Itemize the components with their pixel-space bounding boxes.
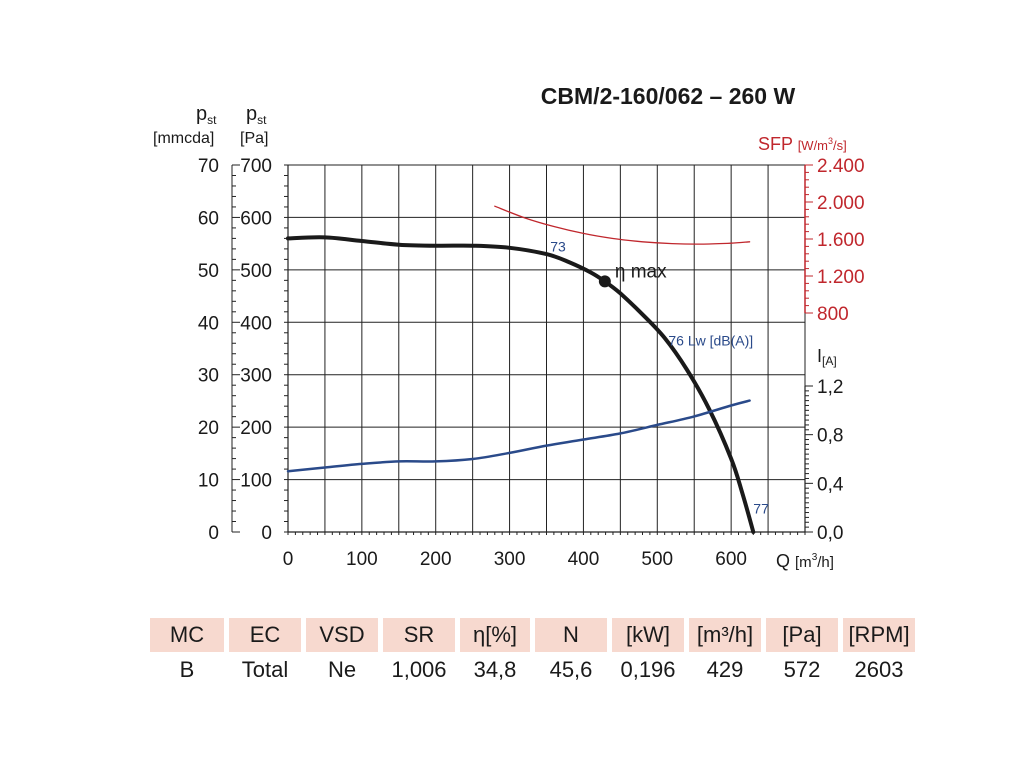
pa-tick-label: 100 <box>240 471 272 492</box>
sfp-tick-label: 1.600 <box>817 230 865 251</box>
mmcda-tick-label: 20 <box>198 418 219 439</box>
spec-value-cell: 2603 <box>854 657 904 682</box>
spec-value-cell: 1,006 <box>391 657 447 682</box>
sfp-curve <box>494 205 751 245</box>
spec-value-cell: 0,196 <box>620 657 676 682</box>
spec-header-cell: [m³/h] <box>689 618 761 652</box>
spec-header-cell: [Pa] <box>766 618 838 652</box>
spec-header-cell: [kW] <box>612 618 684 652</box>
sound-level-label: 76 Lw [dB(A)] <box>668 333 753 349</box>
spec-value-cell: 572 <box>783 657 821 682</box>
x-tick-label: 200 <box>420 549 452 570</box>
pa-axis-title: pst <box>246 103 267 127</box>
spec-header-cell: η[%] <box>460 618 530 652</box>
spec-header-cell: N <box>535 618 607 652</box>
spec-value-row: B Total Ne 1,006 34,8 45,6 0,196 429 572 2603 <box>150 652 915 688</box>
spec-header-cell: [RPM] <box>843 618 915 652</box>
current-tick-label: 1,2 <box>817 377 843 398</box>
spec-header-cell: SR <box>383 618 455 652</box>
axes <box>231 164 813 535</box>
spec-header-cell: VSD <box>306 618 378 652</box>
mmcda-tick-label: 70 <box>198 156 219 177</box>
x-tick-label: 600 <box>715 549 747 570</box>
mmcda-axis-title: pst <box>196 103 217 127</box>
x-tick-label: 100 <box>346 549 378 570</box>
sound-level-label: 73 <box>550 238 566 254</box>
mmcda-tick-label: 30 <box>198 366 219 387</box>
pressure-curve <box>286 235 756 534</box>
sfp-tick-label: 2.400 <box>817 156 865 177</box>
pa-tick-label: 0 <box>261 523 272 544</box>
pa-tick-label: 200 <box>240 418 272 439</box>
spec-value-cell: Ne <box>327 657 357 682</box>
mmcda-tick-label: 40 <box>198 313 219 334</box>
spec-value-cell: 45,6 <box>549 657 593 682</box>
spec-value-cell: 429 <box>706 657 744 682</box>
x-axis-title: Q [m3/h] <box>776 551 834 571</box>
x-tick-label: 400 <box>568 549 600 570</box>
pa-tick-label: 300 <box>240 366 272 387</box>
sfp-tick-label: 800 <box>817 304 849 325</box>
mmcda-tick-label: 60 <box>198 208 219 229</box>
chart-title: CBM/2-160/062 – 260 W <box>541 83 796 109</box>
pa-tick-label: 600 <box>240 208 272 229</box>
grid <box>287 164 806 533</box>
mmcda-tick-label: 0 <box>208 523 219 544</box>
mmcda-tick-label: 10 <box>198 471 219 492</box>
spec-header-row: MC EC VSD SR η[%] N [kW] [m³/h] [Pa] [RPM] <box>150 618 915 652</box>
spec-value-cell: B <box>179 657 195 682</box>
mmcda-tick-label: 50 <box>198 261 219 282</box>
sound-level-label: 77 <box>753 500 769 516</box>
current-axis-title: I[A] <box>817 346 837 368</box>
spec-header-cell: MC <box>150 618 224 652</box>
current-tick-label: 0,8 <box>817 426 843 447</box>
x-tick-label: 0 <box>283 549 294 570</box>
x-tick-label: 500 <box>641 549 673 570</box>
current-tick-label: 0,0 <box>817 523 843 544</box>
spec-value-cell: 34,8 <box>473 657 517 682</box>
curves <box>286 205 756 534</box>
mmcda-axis-unit: [mmcda] <box>153 130 214 147</box>
spec-value-cell: Total <box>241 657 289 682</box>
eta-max-marker <box>598 275 611 288</box>
pa-tick-label: 400 <box>240 313 272 334</box>
current-curve <box>286 399 751 473</box>
pa-tick-label: 700 <box>240 156 272 177</box>
spec-header-cell: EC <box>229 618 301 652</box>
eta-max-label: η max <box>615 261 667 282</box>
current-tick-label: 0,4 <box>817 474 844 495</box>
x-tick-label: 300 <box>494 549 526 570</box>
pa-tick-label: 500 <box>240 261 272 282</box>
sfp-tick-label: 1.200 <box>817 267 865 288</box>
sfp-tick-label: 2.000 <box>817 193 865 214</box>
spec-table: MC EC VSD SR η[%] N [kW] [m³/h] [Pa] [RPM] B Total… <box>145 618 920 688</box>
sfp-axis-title: SFP [W/m3/s] <box>758 134 847 154</box>
pa-axis-unit: [Pa] <box>240 130 268 147</box>
